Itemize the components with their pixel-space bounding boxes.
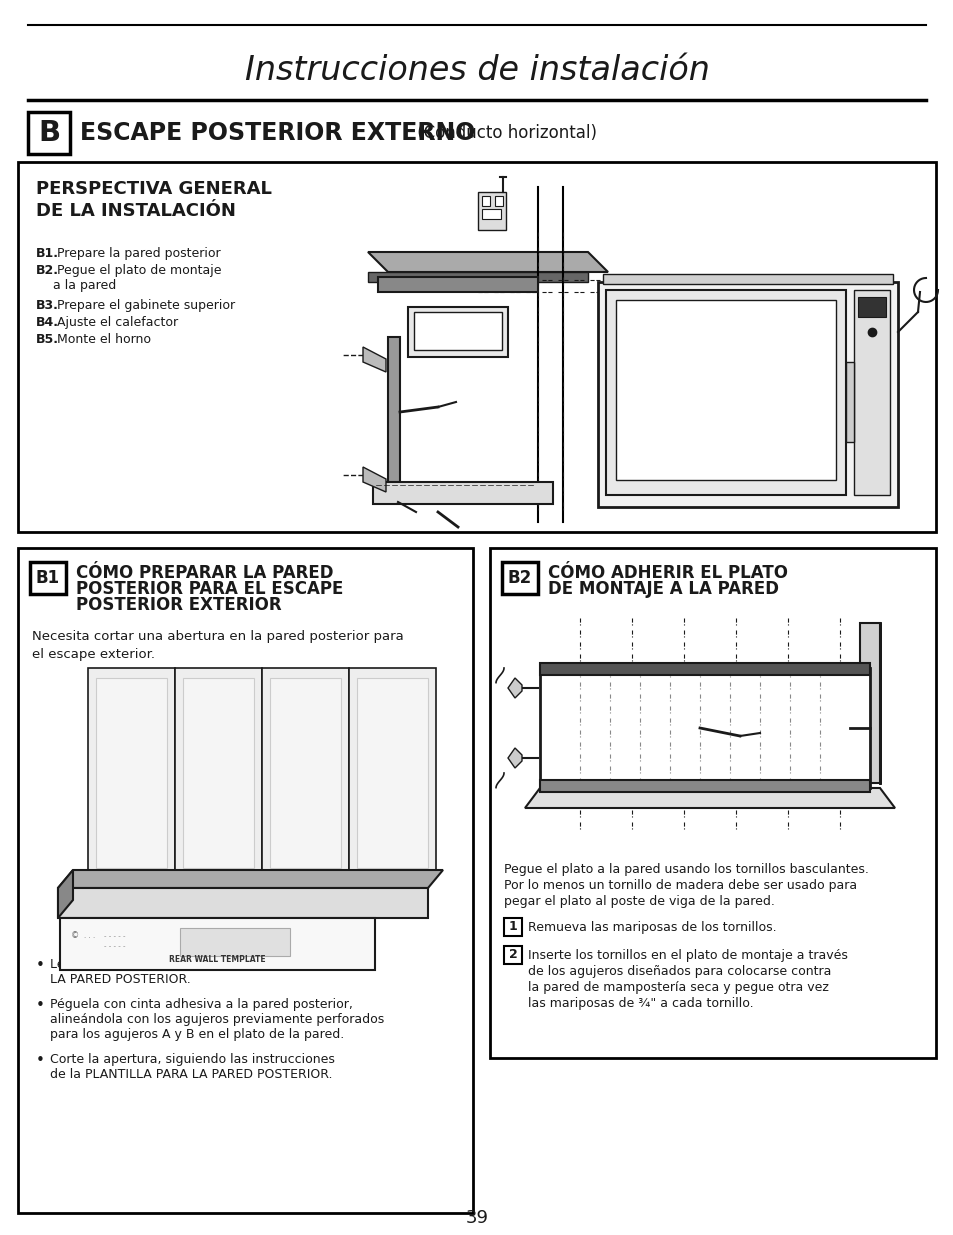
Text: B3.: B3. xyxy=(36,299,59,312)
Text: las mariposas de ¾" a cada tornillo.: las mariposas de ¾" a cada tornillo. xyxy=(527,997,753,1010)
Text: •: • xyxy=(36,1053,45,1068)
Bar xyxy=(96,678,167,868)
Bar xyxy=(481,196,490,206)
Text: a la pared: a la pared xyxy=(53,279,116,291)
Bar xyxy=(539,668,869,788)
Text: •: • xyxy=(36,998,45,1013)
Bar xyxy=(616,300,835,480)
Text: Necesita cortar una abertura en la pared posterior para
el escape exterior.: Necesita cortar una abertura en la pared… xyxy=(32,630,403,661)
Text: ©: © xyxy=(71,931,79,941)
Polygon shape xyxy=(58,869,442,888)
Bar xyxy=(88,668,174,878)
Text: Remueva las mariposas de los tornillos.: Remueva las mariposas de los tornillos. xyxy=(527,920,776,934)
Bar xyxy=(270,678,340,868)
Text: alineándola con los agujeros previamente perforados: alineándola con los agujeros previamente… xyxy=(50,1013,384,1026)
Polygon shape xyxy=(524,788,894,808)
Text: Péguela con cinta adhesiva a la pared posterior,: Péguela con cinta adhesiva a la pared po… xyxy=(50,998,353,1011)
Bar xyxy=(262,668,349,878)
Text: ESCAPE POSTERIOR EXTERNO: ESCAPE POSTERIOR EXTERNO xyxy=(80,121,475,144)
Text: - - - - -: - - - - - xyxy=(104,932,126,939)
Text: Ajuste el calefactor: Ajuste el calefactor xyxy=(53,316,178,329)
Text: (Conducto horizontal): (Conducto horizontal) xyxy=(412,124,597,142)
Text: B2.: B2. xyxy=(36,264,59,277)
Bar xyxy=(408,308,507,357)
Text: B4.: B4. xyxy=(36,316,59,329)
Text: Pegue el plato a la pared usando los tornillos basculantes.: Pegue el plato a la pared usando los tor… xyxy=(503,863,868,876)
Bar xyxy=(539,663,869,676)
Text: B1.: B1. xyxy=(36,247,59,261)
Text: Prepare el gabinete superior: Prepare el gabinete superior xyxy=(53,299,234,312)
Polygon shape xyxy=(58,869,73,918)
Bar xyxy=(490,548,935,1058)
Bar xyxy=(18,162,935,532)
Text: •: • xyxy=(36,958,45,973)
Bar xyxy=(183,678,253,868)
Bar xyxy=(481,209,500,219)
Text: B2: B2 xyxy=(507,569,532,587)
Text: B: B xyxy=(38,119,60,147)
Bar xyxy=(356,678,428,868)
Text: Lea las instrucciones en la PLANTILLA PARA: Lea las instrucciones en la PLANTILLA PA… xyxy=(50,958,322,971)
Text: DE LA INSTALACIÓN: DE LA INSTALACIÓN xyxy=(36,203,235,220)
Text: para los agujeros A y B en el plato de la pared.: para los agujeros A y B en el plato de l… xyxy=(50,1028,344,1041)
Polygon shape xyxy=(363,467,386,492)
Bar xyxy=(539,781,869,792)
Text: CÓMO PREPARAR LA PARED: CÓMO PREPARAR LA PARED xyxy=(76,564,334,582)
Text: 1: 1 xyxy=(508,920,517,934)
Bar xyxy=(605,290,845,495)
Bar xyxy=(174,668,262,878)
Polygon shape xyxy=(507,678,521,698)
Text: POSTERIOR EXTERIOR: POSTERIOR EXTERIOR xyxy=(76,597,281,614)
Bar xyxy=(30,562,66,594)
Polygon shape xyxy=(363,347,386,372)
Text: CÓMO ADHERIR EL PLATO: CÓMO ADHERIR EL PLATO xyxy=(547,564,787,582)
Bar xyxy=(180,927,290,956)
Text: pegar el plato al poste de viga de la pared.: pegar el plato al poste de viga de la pa… xyxy=(503,895,774,908)
Text: 39: 39 xyxy=(465,1209,488,1228)
Bar xyxy=(60,918,375,969)
Text: LA PARED POSTERIOR.: LA PARED POSTERIOR. xyxy=(50,973,191,986)
Text: - - - - -: - - - - - xyxy=(104,944,126,948)
Bar xyxy=(857,296,885,317)
Text: Inserte los tornillos en el plato de montaje a través: Inserte los tornillos en el plato de mon… xyxy=(527,948,847,962)
Text: Prepare la pared posterior: Prepare la pared posterior xyxy=(53,247,220,261)
Polygon shape xyxy=(368,252,607,272)
Text: Por lo menos un tornillo de madera debe ser usado para: Por lo menos un tornillo de madera debe … xyxy=(503,879,856,892)
Bar xyxy=(477,191,505,230)
Bar xyxy=(388,337,399,496)
Text: de los agujeros diseñados para colocarse contra: de los agujeros diseñados para colocarse… xyxy=(527,965,830,978)
Bar xyxy=(501,562,537,594)
Bar xyxy=(845,362,853,442)
Bar xyxy=(503,946,521,965)
Text: B1: B1 xyxy=(36,569,60,587)
Bar xyxy=(377,277,537,291)
Text: Corte la apertura, siguiendo las instrucciones: Corte la apertura, siguiendo las instruc… xyxy=(50,1053,335,1066)
Bar xyxy=(18,548,473,1213)
Bar xyxy=(503,918,521,936)
Text: DE MONTAJE A LA PARED: DE MONTAJE A LA PARED xyxy=(547,580,779,598)
Text: la pared de mampostería seca y pegue otra vez: la pared de mampostería seca y pegue otr… xyxy=(527,981,828,994)
Bar xyxy=(598,282,897,508)
Bar xyxy=(495,196,502,206)
Bar xyxy=(602,274,892,284)
Bar xyxy=(28,112,70,154)
Bar xyxy=(349,668,436,878)
Bar xyxy=(414,312,501,350)
Bar xyxy=(859,622,879,783)
Text: Instrucciones de instalación: Instrucciones de instalación xyxy=(244,53,709,86)
Bar xyxy=(853,290,889,495)
Text: POSTERIOR PARA EL ESCAPE: POSTERIOR PARA EL ESCAPE xyxy=(76,580,343,598)
Text: . . .: . . . xyxy=(84,932,95,939)
Polygon shape xyxy=(368,272,587,282)
Polygon shape xyxy=(58,888,428,918)
Text: Monte el horno: Monte el horno xyxy=(53,333,151,346)
Text: Pegue el plato de montaje: Pegue el plato de montaje xyxy=(53,264,221,277)
Polygon shape xyxy=(507,748,521,768)
Text: de la PLANTILLA PARA LA PARED POSTERIOR.: de la PLANTILLA PARA LA PARED POSTERIOR. xyxy=(50,1068,333,1081)
Text: PERSPECTIVA GENERAL: PERSPECTIVA GENERAL xyxy=(36,180,272,198)
Text: 2: 2 xyxy=(508,948,517,962)
Bar xyxy=(373,482,553,504)
Text: REAR WALL TEMPLATE: REAR WALL TEMPLATE xyxy=(169,956,265,965)
Text: B5.: B5. xyxy=(36,333,59,346)
